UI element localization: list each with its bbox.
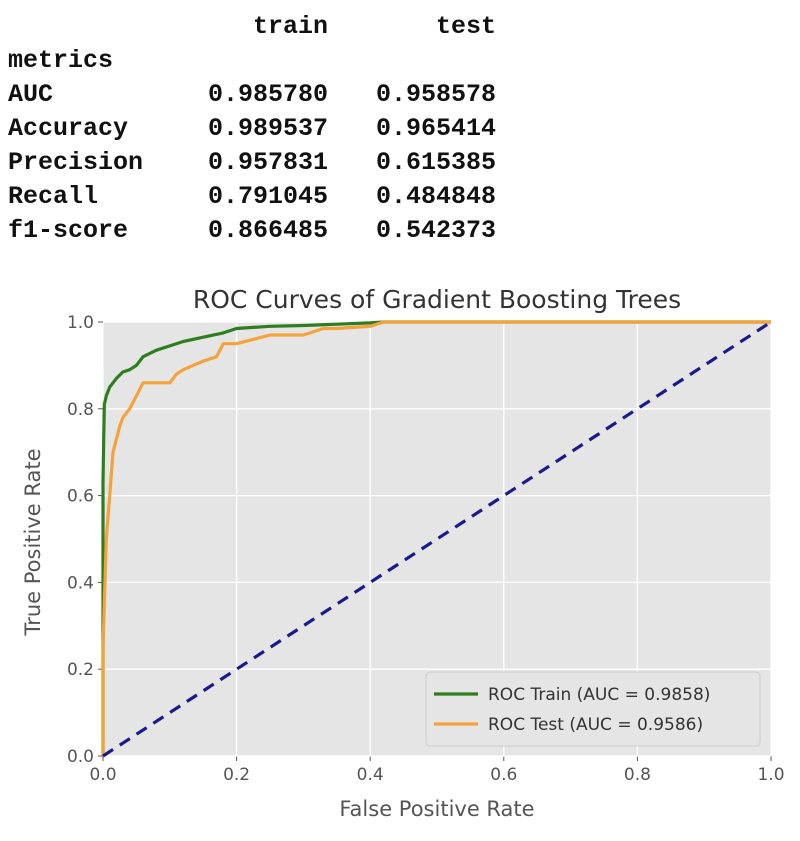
x-tick-label: 0.4 — [357, 765, 384, 785]
metric-name: f1-score — [8, 216, 129, 245]
roc-chart-svg: ROC Curves of Gradient Boosting Trees 0.… — [21, 285, 785, 821]
header-index-cell — [8, 10, 178, 44]
metric-name: Precision — [8, 148, 144, 177]
x-tick-label: 0.8 — [624, 765, 651, 785]
roc-chart: ROC Curves of Gradient Boosting Trees 0.… — [0, 270, 800, 836]
test-value: 0.542373 — [375, 216, 496, 245]
test-value: 0.965414 — [375, 114, 496, 143]
train-value: 0.989537 — [207, 114, 328, 143]
x-tick-label: 1.0 — [757, 765, 784, 785]
legend-box — [425, 671, 761, 747]
table-row: Precision 0.957831 0.615385 — [8, 146, 496, 180]
train-value: 0.985780 — [207, 80, 328, 109]
metric-name: Recall — [8, 182, 99, 211]
table-row: AUC 0.985780 0.958578 — [8, 78, 496, 112]
metrics-table: train test metrics AUC 0.985780 0.958578… — [8, 10, 496, 248]
header-test: test — [435, 12, 496, 41]
train-value: 0.957831 — [207, 148, 328, 177]
y-tick-label: 0.0 — [67, 747, 94, 767]
table-header-row: train test — [8, 10, 496, 44]
test-value: 0.484848 — [375, 182, 496, 211]
y-tick-label: 0.2 — [67, 660, 94, 680]
table-row: Recall 0.791045 0.484848 — [8, 180, 496, 214]
legend-label: ROC Train (AUC = 0.9858) — [488, 685, 710, 705]
y-tick-label: 0.4 — [67, 573, 94, 593]
table-row: f1-score 0.866485 0.542373 — [8, 214, 496, 248]
x-tick-label: 0.2 — [223, 765, 250, 785]
metric-name: AUC — [8, 80, 54, 109]
chart-title: ROC Curves of Gradient Boosting Trees — [193, 285, 681, 314]
plot-area: 0.0 0.2 0.4 0.6 0.8 1.0 0.0 0.2 0.4 0.6 0.8 1.0 ROC … — [67, 313, 785, 785]
index-name: metrics — [8, 46, 114, 75]
header-train: train — [252, 12, 328, 41]
y-tick-label: 0.6 — [67, 487, 94, 507]
x-tick-label: 0.0 — [89, 765, 116, 785]
legend-label: ROC Test (AUC = 0.9586) — [488, 715, 703, 735]
metric-name: Accuracy — [8, 114, 129, 143]
y-axis-label: True Positive Rate — [21, 448, 45, 636]
test-value: 0.958578 — [375, 80, 496, 109]
table-index-name-row: metrics — [8, 44, 496, 78]
chance-diagonal-line — [102, 320, 772, 758]
train-value: 0.791045 — [207, 182, 328, 211]
test-value: 0.615385 — [375, 148, 496, 177]
x-axis-label: False Positive Rate — [339, 797, 534, 821]
x-tick-label: 0.6 — [490, 765, 517, 785]
y-tick-label: 1.0 — [67, 313, 94, 333]
table-row: Accuracy 0.989537 0.965414 — [8, 112, 496, 146]
roc-test-line — [101, 320, 771, 756]
y-tick-label: 0.8 — [67, 400, 94, 420]
train-value: 0.866485 — [207, 216, 328, 245]
